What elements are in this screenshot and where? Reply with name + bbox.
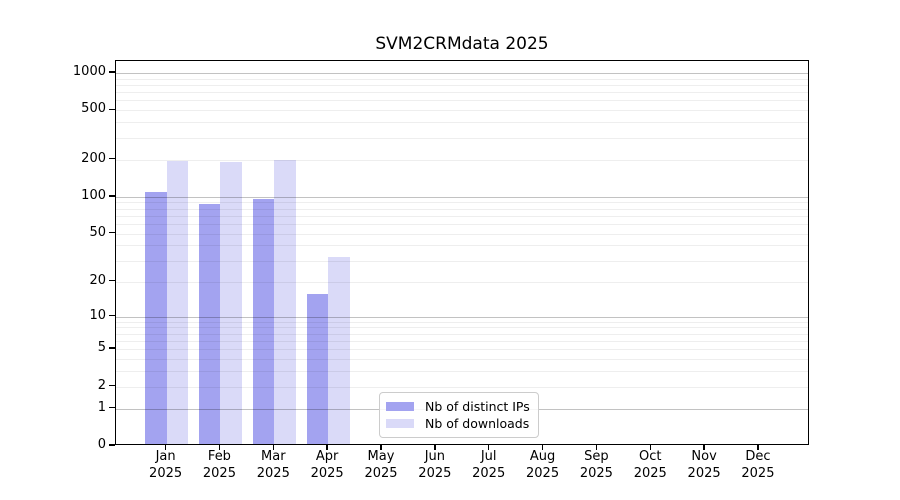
legend-label-downloads: Nb of downloads: [425, 416, 530, 431]
major-gridline: [116, 316, 808, 318]
x-axis-tick-label: Sep 2025: [579, 449, 613, 481]
y-axis-tick-label: 2: [97, 377, 106, 393]
y-axis-tick-mark: [109, 157, 115, 160]
bar-downloads: [328, 256, 350, 444]
y-axis-tick-label: 50: [89, 224, 106, 240]
y-axis-tick-label: 0: [97, 437, 106, 452]
legend-label-distinct-ips: Nb of distinct IPs: [425, 399, 530, 414]
legend: Nb of distinct IPs Nb of downloads: [379, 392, 539, 438]
y-axis-tick-label: 100: [81, 187, 106, 203]
y-axis-tick-mark: [109, 314, 115, 317]
x-axis-tick-mark: [541, 445, 544, 450]
bar-distinct-ips: [306, 294, 329, 444]
minor-gridline: [116, 321, 808, 323]
y-axis-tick-mark: [109, 195, 115, 197]
x-axis-tick-mark: [218, 445, 221, 450]
minor-gridline: [116, 245, 808, 247]
y-axis-tick-label: 1000: [72, 63, 106, 79]
x-axis-tick-mark: [326, 445, 328, 450]
minor-gridline: [116, 215, 808, 217]
x-axis-tick-label: Oct 2025: [633, 449, 667, 481]
x-axis-tick-label: Nov 2025: [687, 449, 721, 481]
y-axis-tick-label: 5: [97, 340, 106, 356]
minor-gridline: [116, 260, 808, 262]
legend-item-distinct-ips: Nb of distinct IPs: [386, 398, 531, 415]
y-axis-tick-label: 10: [89, 307, 106, 323]
x-axis-tick-mark: [272, 445, 275, 450]
minor-gridline: [116, 159, 808, 161]
x-axis-tick-label: May 2025: [364, 449, 398, 481]
x-axis-tick-mark: [487, 445, 490, 450]
minor-gridline: [116, 137, 808, 139]
minor-gridline: [116, 122, 808, 124]
minor-gridline: [116, 110, 808, 112]
y-axis-tick-label: 200: [81, 150, 106, 166]
minor-gridline: [116, 340, 808, 342]
x-axis-tick-mark: [434, 445, 436, 450]
y-axis-tick-mark: [109, 347, 115, 349]
x-axis-tick-mark: [703, 445, 705, 450]
x-axis-tick-label: Aug 2025: [526, 449, 560, 481]
bar-distinct-ips: [145, 192, 167, 444]
minor-gridline: [116, 359, 808, 361]
y-axis-tick-mark: [109, 108, 115, 111]
plot-area: [115, 60, 809, 445]
y-axis-tick-label: 500: [81, 101, 106, 117]
major-gridline: [116, 196, 808, 198]
y-axis-tick-mark: [109, 406, 115, 409]
x-axis-tick-label: Jun 2025: [418, 449, 452, 481]
y-axis-tick-mark: [109, 384, 115, 387]
y-axis-tick-mark: [109, 231, 115, 234]
y-axis-tick-mark: [109, 279, 115, 282]
x-axis-tick-label: Dec 2025: [741, 449, 775, 481]
y-axis-tick-mark: [109, 444, 115, 446]
x-axis-tick-mark: [380, 445, 382, 450]
x-axis-tick-mark: [649, 445, 651, 450]
minor-gridline: [116, 349, 808, 351]
minor-gridline: [116, 224, 808, 226]
y-axis-tick-label: 1: [97, 399, 106, 415]
x-axis-tick-label: Apr 2025: [310, 449, 344, 481]
minor-gridline: [116, 327, 808, 329]
legend-swatch-distinct-ips: [386, 402, 414, 411]
minor-gridline: [116, 333, 808, 335]
y-axis-tick-mark: [109, 71, 115, 73]
legend-swatch-downloads: [386, 419, 414, 428]
legend-item-downloads: Nb of downloads: [386, 415, 531, 432]
x-axis-tick-mark: [757, 445, 759, 450]
minor-gridline: [116, 386, 808, 388]
x-axis-tick-mark: [595, 445, 598, 450]
major-gridline: [116, 72, 808, 74]
y-axis-tick-label: 20: [89, 272, 106, 288]
bar-downloads: [220, 162, 242, 444]
minor-gridline: [116, 208, 808, 210]
x-axis-tick-label: Feb 2025: [202, 449, 236, 481]
x-axis-tick-label: Jul 2025: [472, 449, 506, 481]
chart-title: SVM2CRMdata 2025: [375, 34, 549, 54]
minor-gridline: [116, 78, 808, 80]
bar-distinct-ips: [252, 199, 275, 444]
minor-gridline: [116, 233, 808, 235]
minor-gridline: [116, 100, 808, 102]
x-axis-tick-mark: [164, 445, 167, 450]
bar-distinct-ips: [198, 204, 221, 444]
x-axis-tick-label: Mar 2025: [256, 449, 290, 481]
x-axis-tick-label: Jan 2025: [149, 449, 183, 481]
minor-gridline: [116, 371, 808, 373]
bar-downloads: [274, 160, 296, 444]
minor-gridline: [116, 202, 808, 204]
bar-downloads: [166, 160, 189, 444]
minor-gridline: [116, 92, 808, 94]
minor-gridline: [116, 84, 808, 86]
minor-gridline: [116, 281, 808, 283]
